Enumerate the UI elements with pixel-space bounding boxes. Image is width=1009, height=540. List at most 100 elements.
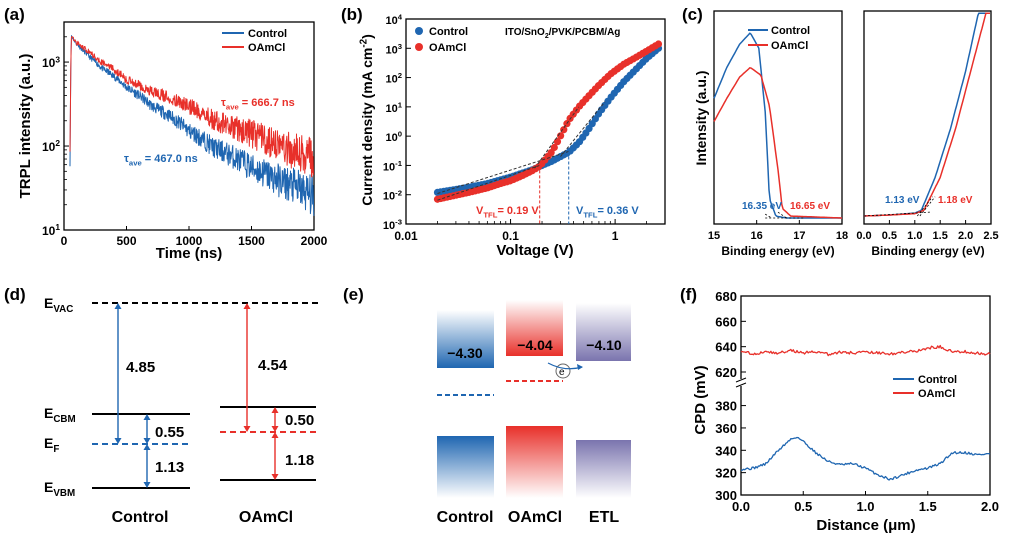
x-tick-label: 1500 <box>238 234 265 248</box>
series-control <box>864 12 990 217</box>
y-tick-label: 101 <box>385 100 402 114</box>
onset-fit-control <box>917 196 933 217</box>
label-part: ITO/SnO <box>505 27 545 38</box>
x-tick-label: 1.0 <box>856 499 874 514</box>
y-tick-label: 103 <box>385 42 402 56</box>
vb-control <box>437 436 494 498</box>
label-part: 2 <box>55 138 60 148</box>
x-tick-label: 1.0 <box>907 230 922 242</box>
arrow-cbm-control-head-top <box>143 414 151 420</box>
vb-oamcl <box>506 426 563 498</box>
x-tick-label: 0 <box>61 234 68 248</box>
cb-etl-value: −4.10 <box>586 337 622 353</box>
x-tick-label: 0.0 <box>732 499 750 514</box>
x-tick-label: 2000 <box>301 234 328 248</box>
panel-b: (b)VTFL= 0.19 V VTFL= 0.36 V0.01 0.1 110-31… <box>341 5 666 259</box>
vtfl-control-label: VTFL= 0.36 V <box>576 205 639 219</box>
y-tick-label: 10-3 <box>383 218 402 232</box>
x-tick-label: 2.0 <box>958 230 973 242</box>
y-tick-label: 360 <box>715 421 737 436</box>
label-part: V <box>576 205 584 217</box>
y-tick-label: 660 <box>715 314 737 329</box>
x-tick-label: 16 <box>751 230 763 242</box>
device-name-control: Control <box>112 509 169 526</box>
plot-frame <box>863 10 992 225</box>
y-tick-label: 620 <box>715 365 737 380</box>
label-part: 10 <box>42 56 56 70</box>
legend-marker-control <box>415 27 423 35</box>
label-part: E <box>44 295 53 311</box>
arrow-cbm-control-head-bottom <box>143 438 151 444</box>
cb-control <box>437 310 494 368</box>
label-part: -2 <box>395 188 402 197</box>
electron-label: e- <box>559 366 568 378</box>
y-tick-label: 10-2 <box>383 188 402 202</box>
x-tick-label: 2.0 <box>981 499 999 514</box>
arrow-wf-control-head-bottom <box>114 438 122 444</box>
level-label-vac: EVAC <box>44 295 73 315</box>
cutoff-fit-oamcl <box>777 211 787 219</box>
label-part: 1 <box>398 100 403 109</box>
series-oamcl <box>713 67 842 219</box>
x-tick-label: 17 <box>793 230 805 242</box>
layer-name-oamcl: OAmCl <box>508 509 562 526</box>
panel-label: (a) <box>4 5 25 24</box>
label-part: TFL <box>483 210 497 219</box>
cbm-gap-oamcl-value: 0.50 <box>285 412 314 429</box>
y-tick-label: 101 <box>42 222 60 238</box>
vbm-gap-oamcl-value: 1.18 <box>285 452 314 469</box>
x-tick-label: 1.5 <box>933 230 948 242</box>
x-tick-label: 1000 <box>176 234 203 248</box>
label-part: = 666.7 ns <box>239 97 295 109</box>
onset-label-oamcl: 1.18 eV <box>938 195 973 206</box>
cutoff-fit-control <box>764 213 772 219</box>
cb-control-value: −4.30 <box>447 345 483 361</box>
arrow-vbm-control-head-top <box>143 444 151 450</box>
y-axis-title: CPD (mV) <box>692 365 709 434</box>
series-oamcl <box>740 344 991 357</box>
plot-frame <box>405 18 666 225</box>
y-axis-title: Current density (mA cm-2) <box>358 34 375 206</box>
marker-oamcl <box>654 40 663 48</box>
series-control <box>740 436 991 481</box>
arrow-vbm-control-head-bottom <box>143 482 151 488</box>
x-axis-title-left: Binding energy (eV) <box>721 244 834 258</box>
fit-line-oamcl-ohmic <box>437 164 540 201</box>
x-tick-label: 0.1 <box>502 229 519 243</box>
panel-d: (d) EVACECBMEFEVBM4.850.551.13Control4.54… <box>4 285 318 526</box>
label-part: 2 <box>545 33 549 40</box>
panel-label: (e) <box>343 285 364 304</box>
panel-e: (e) −4.30 −4.04 −4.10 e- Control OAmCl ETL <box>343 285 631 526</box>
legend-label-control: Control <box>248 28 287 40</box>
label-part: 3 <box>55 54 60 64</box>
y-tick-label: 680 <box>715 289 737 304</box>
cbm-gap-control-value: 0.55 <box>155 424 184 441</box>
level-label-f: EF <box>44 435 59 455</box>
arrow-vbm-oamcl-head-bottom <box>271 474 279 480</box>
cb-oamcl <box>506 300 563 356</box>
device-name-oamcl: OAmCl <box>239 509 293 526</box>
cutoff-label-control: 16.35 eV <box>742 201 782 212</box>
x-tick-label: 1.5 <box>919 499 937 514</box>
label-part: /PVK/PCBM/Ag <box>549 27 621 38</box>
device-structure-label: ITO/SnO2/PVK/PCBM/Ag <box>505 27 620 40</box>
layer-name-etl: ETL <box>589 509 619 526</box>
legend-label-oamcl: OAmCl <box>918 388 955 400</box>
label-part: = 0.36 V <box>597 205 639 217</box>
marker-oamcl <box>560 126 568 134</box>
y-tick-label: 380 <box>715 399 737 414</box>
legend-label-control: Control <box>429 26 468 38</box>
y-tick-label: 640 <box>715 340 737 355</box>
label-part: F <box>53 444 59 455</box>
y-tick-label: 10-1 <box>383 159 403 173</box>
series-control <box>713 32 842 219</box>
label-part: τ <box>124 153 129 165</box>
arrow-vbm-oamcl-head-top <box>271 432 279 438</box>
marker-oamcl <box>550 143 558 152</box>
panel-label: (c) <box>682 5 703 24</box>
legend-label-oamcl: OAmCl <box>248 42 285 54</box>
label-part: 10 <box>383 191 395 203</box>
label-part: ave <box>129 158 143 167</box>
x-tick-label: 0.5 <box>882 230 897 242</box>
y-tick-label: 103 <box>42 54 60 70</box>
